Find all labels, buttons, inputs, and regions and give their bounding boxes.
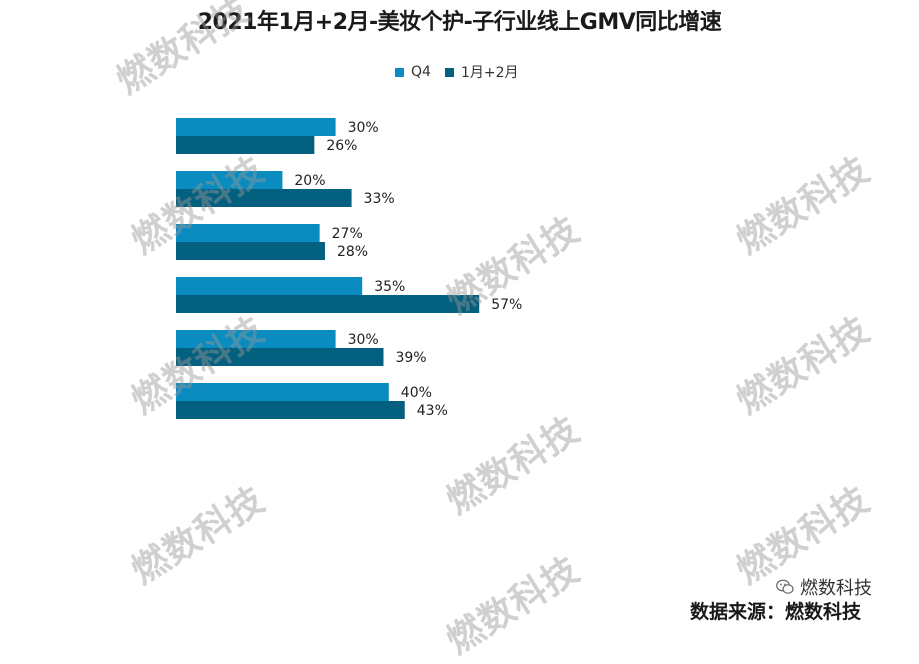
data-label-jan-feb-2: 28%	[337, 244, 368, 260]
brand-name: 燃数科技	[800, 578, 872, 599]
data-label-jan-feb-1: 33%	[364, 191, 395, 207]
bar-q4-5	[176, 383, 389, 401]
legend: Q4 1月+2月	[395, 62, 532, 82]
legend-item-jan-feb: 1月+2月	[444, 62, 519, 82]
data-label-q4-4: 30%	[348, 332, 379, 348]
brand: 燃数科技	[776, 574, 872, 600]
source-text: 数据来源：燃数科技	[690, 601, 862, 623]
data-label-jan-feb-3: 57%	[491, 297, 522, 313]
legend-label-jan-feb: 1月+2月	[460, 65, 519, 81]
legend-swatch-q4	[395, 67, 404, 77]
data-label-jan-feb-0: 26%	[326, 138, 357, 154]
bar-q4-2	[176, 224, 320, 242]
data-label-q4-1: 20%	[294, 173, 325, 189]
wechat-icon	[776, 579, 794, 594]
bar-jan-feb-2	[176, 242, 325, 260]
legend-item-q4: Q4	[395, 64, 431, 80]
bar-q4-3	[176, 277, 363, 295]
data-label-q4-5: 40%	[401, 385, 432, 401]
bar-jan-feb-0	[176, 136, 315, 154]
data-label-q4-2: 27%	[332, 226, 363, 242]
bar-q4-1	[176, 171, 283, 189]
legend-swatch-jan-feb	[444, 67, 454, 77]
data-label-q4-3: 35%	[374, 279, 405, 295]
bar-jan-feb-4	[176, 348, 384, 366]
bar-jan-feb-1	[176, 189, 352, 207]
legend-label-q4: Q4	[411, 64, 431, 80]
bar-q4-4	[176, 330, 336, 348]
bar-q4-0	[176, 118, 336, 136]
data-label-q4-0: 30%	[348, 120, 379, 136]
data-label-jan-feb-4: 39%	[395, 350, 426, 366]
bar-chart: 30% 26% 20% 33% 27% 28% 35% 57% 30% 39% 40% 43%	[176, 118, 522, 419]
bar-jan-feb-5	[176, 401, 405, 419]
data-label-jan-feb-5: 43%	[417, 403, 448, 419]
chart-title: 2021年1月+2月-美妆个护-子行业线上GMV同比增速	[197, 10, 722, 35]
bar-jan-feb-3	[176, 295, 480, 313]
